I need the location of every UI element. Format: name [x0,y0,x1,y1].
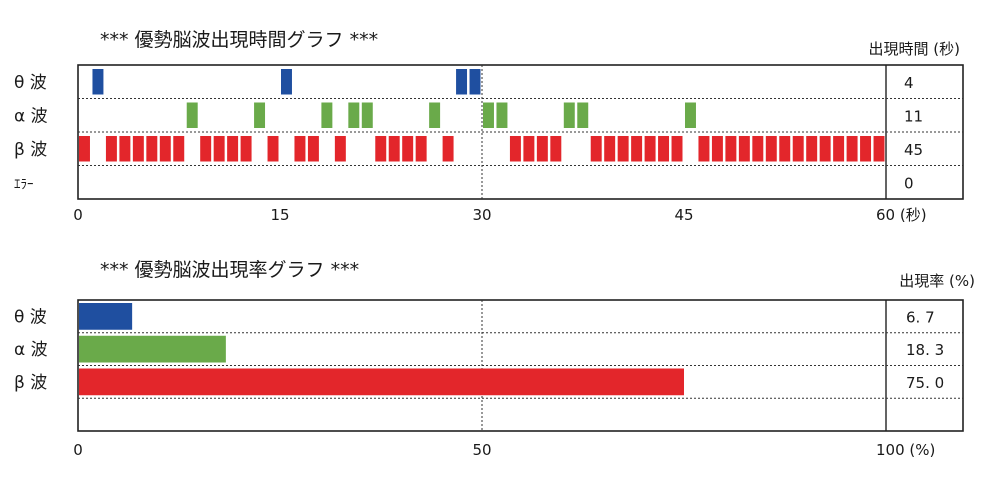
rate-x-tick: 50 [472,441,491,459]
timeline-segment [806,136,818,162]
timeline-segment [321,102,333,128]
rate-x-tick: 100 (%) [876,441,935,459]
timeline-segment [846,136,858,162]
timeline-segment [240,136,252,162]
timeline-segment [509,136,521,162]
rate-value-label: 75. 0 [906,374,944,392]
timeline-value-header: 出現時間 (秒) [869,40,960,58]
timeline-row-label: θ 波 [14,73,47,93]
timeline-segment [644,136,656,162]
timeline-row-label: α 波 [14,106,48,126]
timeline-segment [604,136,616,162]
timeline-segment [631,136,643,162]
timeline-segment [200,136,212,162]
timeline-x-tick: 30 [472,206,491,224]
timeline-segment [119,136,131,162]
timeline-segment [752,136,764,162]
timeline-segment [738,136,750,162]
timeline-segment [671,136,683,162]
timeline-segment [550,136,562,162]
timeline-x-tick: 15 [270,206,289,224]
timeline-segment [483,102,494,128]
timeline-segment [765,136,777,162]
timeline-segment [307,136,319,162]
timeline-segment [563,102,575,128]
timeline-row-total: 45 [904,141,923,159]
timeline-segment [186,102,198,128]
timeline-segment [577,102,589,128]
timeline-segment [375,136,387,162]
timeline-row-label: ｴﾗｰ [14,177,34,192]
timeline-segment [698,136,710,162]
timeline-segment [685,102,696,128]
timeline-segment [725,136,737,162]
timeline-segment [536,136,548,162]
rate-value-label: 18. 3 [906,341,944,359]
rate-bar [79,303,133,330]
timeline-segment [833,136,845,162]
timeline-title: *** 優勢脳波出現時間グラフ *** [100,29,378,51]
rate-row-label: β 波 [14,373,47,393]
timeline-segment [227,136,239,162]
timeline-segment [860,136,872,162]
timeline-segment [819,136,831,162]
timeline-row-total: 11 [904,107,923,125]
timeline-segment [388,136,400,162]
timeline-segment [617,136,629,162]
timeline-row-label: β 波 [14,140,47,160]
timeline-segment [402,136,414,162]
timeline-segment [415,136,427,162]
timeline-segment [873,136,885,162]
timeline-segment [92,69,104,95]
timeline-segment [523,136,535,162]
timeline-segment [281,69,292,95]
timeline-x-tick: 60 (秒) [876,206,927,224]
timeline-segment [590,136,602,162]
timeline-segment [105,136,117,162]
timeline-segment [267,136,279,162]
timeline-segment [496,102,508,128]
timeline-segment [334,136,346,162]
timeline-segment [442,136,454,162]
rate-row-label: θ 波 [14,307,47,327]
timeline-segment [361,102,373,128]
timeline-segment [159,136,171,162]
rate-row-label: α 波 [14,340,48,360]
timeline-row-total: 0 [904,174,914,192]
timeline-segment [456,69,468,95]
timeline-segment [429,102,441,128]
rate-value-header: 出現率 (%) [899,272,975,290]
timeline-segment [79,136,90,162]
timeline-segment [132,136,144,162]
rate-bar [79,368,684,396]
rate-bar [79,335,226,363]
timeline-x-tick: 0 [73,206,83,224]
rate-value-label: 6. 7 [906,308,935,326]
timeline-segment [294,136,306,162]
timeline-segment [469,69,481,95]
timeline-segment [658,136,670,162]
timeline-segment [779,136,791,162]
timeline-segment [792,136,804,162]
timeline-row-total: 4 [904,74,914,92]
timeline-segment [711,136,723,162]
timeline-segment [146,136,158,162]
timeline-x-tick: 45 [674,206,693,224]
timeline-segment [348,102,360,128]
timeline-segment [173,136,185,162]
timeline-segment [213,136,225,162]
timeline-segment [254,102,266,128]
rate-title: *** 優勢脳波出現率グラフ *** [100,259,359,281]
rate-x-tick: 0 [73,441,83,459]
